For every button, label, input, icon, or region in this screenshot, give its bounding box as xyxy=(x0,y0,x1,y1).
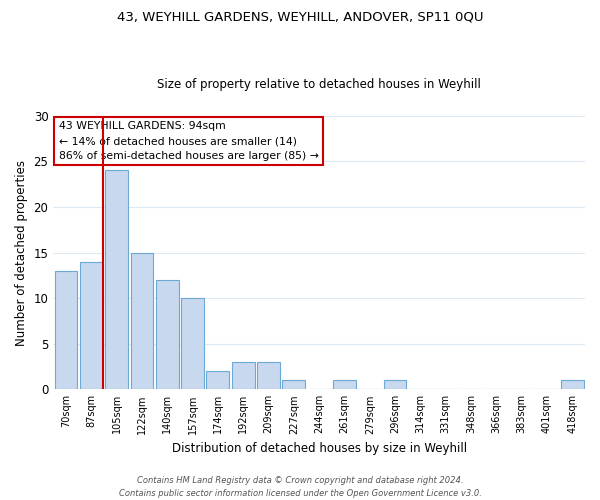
Text: Contains HM Land Registry data © Crown copyright and database right 2024.
Contai: Contains HM Land Registry data © Crown c… xyxy=(119,476,481,498)
Bar xyxy=(561,380,584,390)
Bar xyxy=(55,271,77,390)
Y-axis label: Number of detached properties: Number of detached properties xyxy=(15,160,28,346)
Title: Size of property relative to detached houses in Weyhill: Size of property relative to detached ho… xyxy=(157,78,481,91)
Bar xyxy=(156,280,179,390)
X-axis label: Distribution of detached houses by size in Weyhill: Distribution of detached houses by size … xyxy=(172,442,467,455)
Text: 43, WEYHILL GARDENS, WEYHILL, ANDOVER, SP11 0QU: 43, WEYHILL GARDENS, WEYHILL, ANDOVER, S… xyxy=(117,10,483,23)
Bar xyxy=(333,380,356,390)
Bar xyxy=(80,262,103,390)
Text: 43 WEYHILL GARDENS: 94sqm
← 14% of detached houses are smaller (14)
86% of semi-: 43 WEYHILL GARDENS: 94sqm ← 14% of detac… xyxy=(59,121,319,161)
Bar xyxy=(283,380,305,390)
Bar xyxy=(384,380,406,390)
Bar xyxy=(232,362,254,390)
Bar xyxy=(206,371,229,390)
Bar xyxy=(181,298,204,390)
Bar xyxy=(131,252,154,390)
Bar xyxy=(105,170,128,390)
Bar xyxy=(257,362,280,390)
